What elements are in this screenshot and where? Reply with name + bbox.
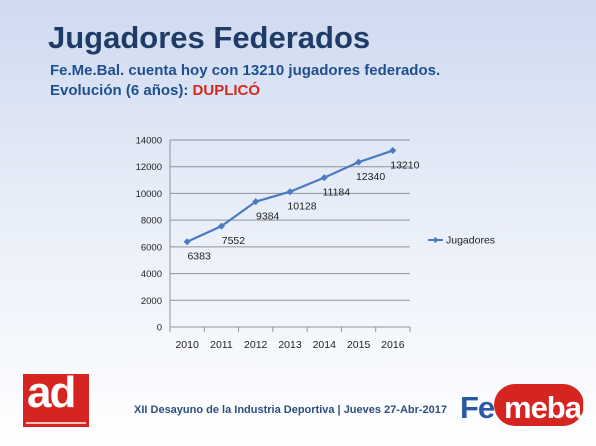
x-tick-label: 2010 — [175, 339, 199, 351]
y-tick-label: 10000 — [136, 189, 162, 200]
data-label: 11184 — [322, 187, 350, 199]
legend-label: Jugadores — [446, 235, 495, 247]
subtitle-highlight: DUPLICÓ — [192, 82, 261, 99]
data-label: 13210 — [390, 160, 419, 172]
data-point — [252, 198, 260, 206]
series-line — [186, 149, 394, 243]
subtitle-line-2: Evolución (6 años): DUPLICÓ — [50, 82, 260, 99]
y-tick-label: 6000 — [141, 242, 162, 253]
y-tick-label: 4000 — [141, 269, 162, 280]
data-point — [217, 222, 225, 230]
data-label: 6383 — [187, 251, 211, 263]
ad-logo-tagline — [26, 422, 86, 424]
femebal-logo-mebal: mebal — [504, 390, 590, 425]
x-tick-label: 2015 — [347, 339, 371, 351]
x-tick-label: 2016 — [381, 339, 405, 351]
subtitle-line-1: Fe.Me.Bal. cuenta hoy con 13210 jugadore… — [50, 62, 441, 79]
x-tick-label: 2013 — [278, 339, 302, 351]
data-label: 9384 — [256, 211, 280, 223]
ad-logo-text: ad — [27, 374, 76, 417]
y-tick-label: 8000 — [141, 216, 162, 227]
data-point — [355, 158, 363, 166]
legend-marker — [432, 237, 439, 243]
x-tick-label: 2014 — [313, 339, 337, 351]
subtitle-prefix: Evolución (6 años): — [50, 82, 189, 99]
ad-logo: ad — [23, 374, 89, 427]
data-label: 7552 — [222, 235, 246, 247]
data-point — [389, 147, 397, 155]
y-tick-label: 14000 — [136, 136, 162, 147]
footer-text: XII Desayuno de la Industria Deportiva |… — [134, 404, 448, 416]
data-label: 12340 — [356, 171, 385, 183]
y-tick-label: 2000 — [141, 296, 162, 307]
femebal-logo-fe: Fe — [460, 390, 495, 425]
data-point — [183, 238, 191, 246]
femebal-logo: Fe mebal — [460, 384, 590, 428]
femebal-logo-badge — [494, 384, 584, 426]
x-tick-label: 2012 — [244, 339, 268, 351]
data-label: 10128 — [287, 201, 316, 213]
data-point — [320, 174, 328, 182]
y-tick-label: 0 — [157, 323, 162, 334]
x-tick-label: 2011 — [210, 339, 233, 351]
y-tick-label: 12000 — [136, 162, 162, 173]
data-point — [286, 188, 294, 196]
slide-title: Jugadores Federados — [48, 20, 371, 55]
